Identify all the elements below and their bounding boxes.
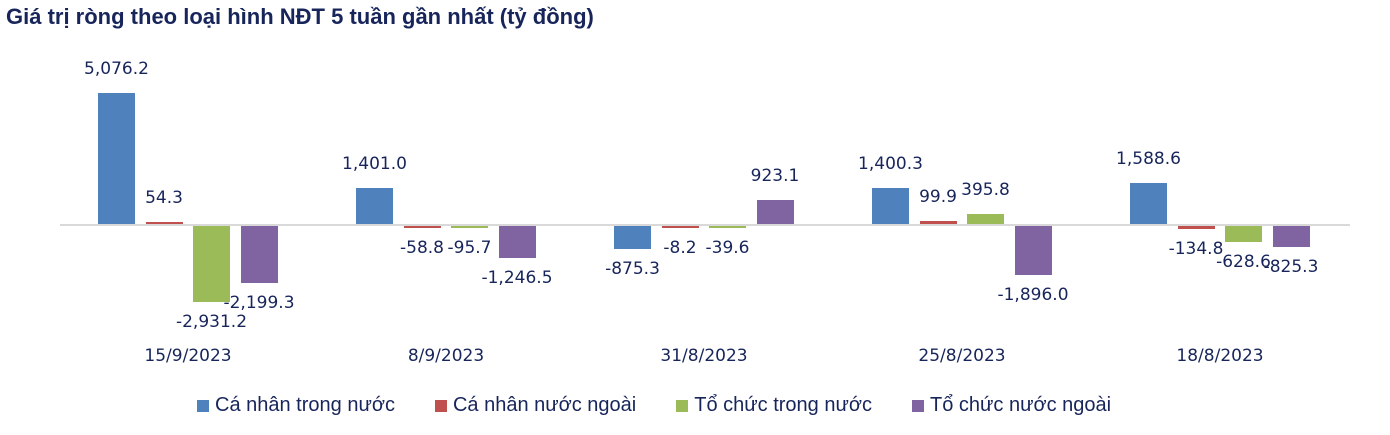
bar [661,226,699,228]
legend-swatch-icon [197,399,209,412]
data-label: 5,076.2 [84,59,149,79]
data-label: -134.8 [1168,239,1224,260]
bar [1014,226,1052,275]
legend-label: Tổ chức nước ngoài [929,394,1112,416]
bar [614,226,651,249]
data-label: -1,246.5 [481,268,553,289]
legend-item-to-chuc-trong-nuoc: Tổ chức trong nước [676,394,872,417]
data-label: -8.2 [663,238,697,258]
bar [193,226,230,302]
category-label: 25/8/2023 [918,346,1006,366]
data-label: -58.8 [400,238,444,258]
bar [1130,183,1167,224]
data-label: -95.7 [447,238,492,259]
data-label: 54.3 [145,188,183,208]
chart-title: Giá trị ròng theo loại hình NĐT 5 tuần g… [6,4,594,29]
category-label: 8/9/2023 [407,346,485,366]
bar [240,226,278,283]
legend: Cá nhân trong nước Cá nhân nước ngoài Tổ… [197,394,1111,417]
data-label: 395.8 [961,179,1010,200]
data-label: -39.6 [705,238,750,258]
legend-swatch-icon [676,399,689,412]
bar [919,221,957,224]
data-label: -2,199.3 [223,292,295,313]
bar [967,213,1004,224]
data-label: 1,400.3 [858,153,923,174]
bar [98,93,135,224]
bar [1177,226,1215,230]
legend-item-to-chuc-nuoc-ngoai: Tổ chức nước ngoài [911,394,1112,417]
data-label: 923.1 [750,166,800,187]
bar [451,226,488,229]
data-label: -2,931.2 [175,311,248,332]
category-label: 31/8/2023 [660,346,748,366]
bar [1225,226,1262,243]
bar [356,187,393,224]
legend-label: Tổ chức trong nước [694,394,872,416]
data-label: 1,401.0 [342,153,407,174]
bar [498,226,536,259]
legend-swatch-icon [434,399,447,412]
zero-axis-line [60,224,1350,226]
legend-swatch-icon [911,399,924,412]
legend-item-ca-nhan-trong-nuoc: Cá nhân trong nước [197,394,395,417]
data-label: 1,588.6 [1116,149,1181,169]
data-label: -875.3 [605,258,660,279]
data-label: -825.3 [1263,257,1319,278]
bar [1272,226,1310,248]
data-label: -1,896.0 [997,284,1069,305]
legend-label: Cá nhân trong nước [215,394,395,416]
bar [709,226,746,228]
legend-label: Cá nhân nước ngoài [452,394,637,416]
legend-item-ca-nhan-nuoc-ngoai: Cá nhân nước ngoài [434,394,637,417]
category-label: 18/8/2023 [1176,346,1264,366]
bar [145,222,183,224]
category-label: 15/9/2023 [144,346,232,366]
bar [403,226,441,228]
bar [872,187,909,224]
data-label: -628.6 [1216,252,1271,273]
bar [756,200,794,224]
data-label: 99.9 [919,187,957,208]
